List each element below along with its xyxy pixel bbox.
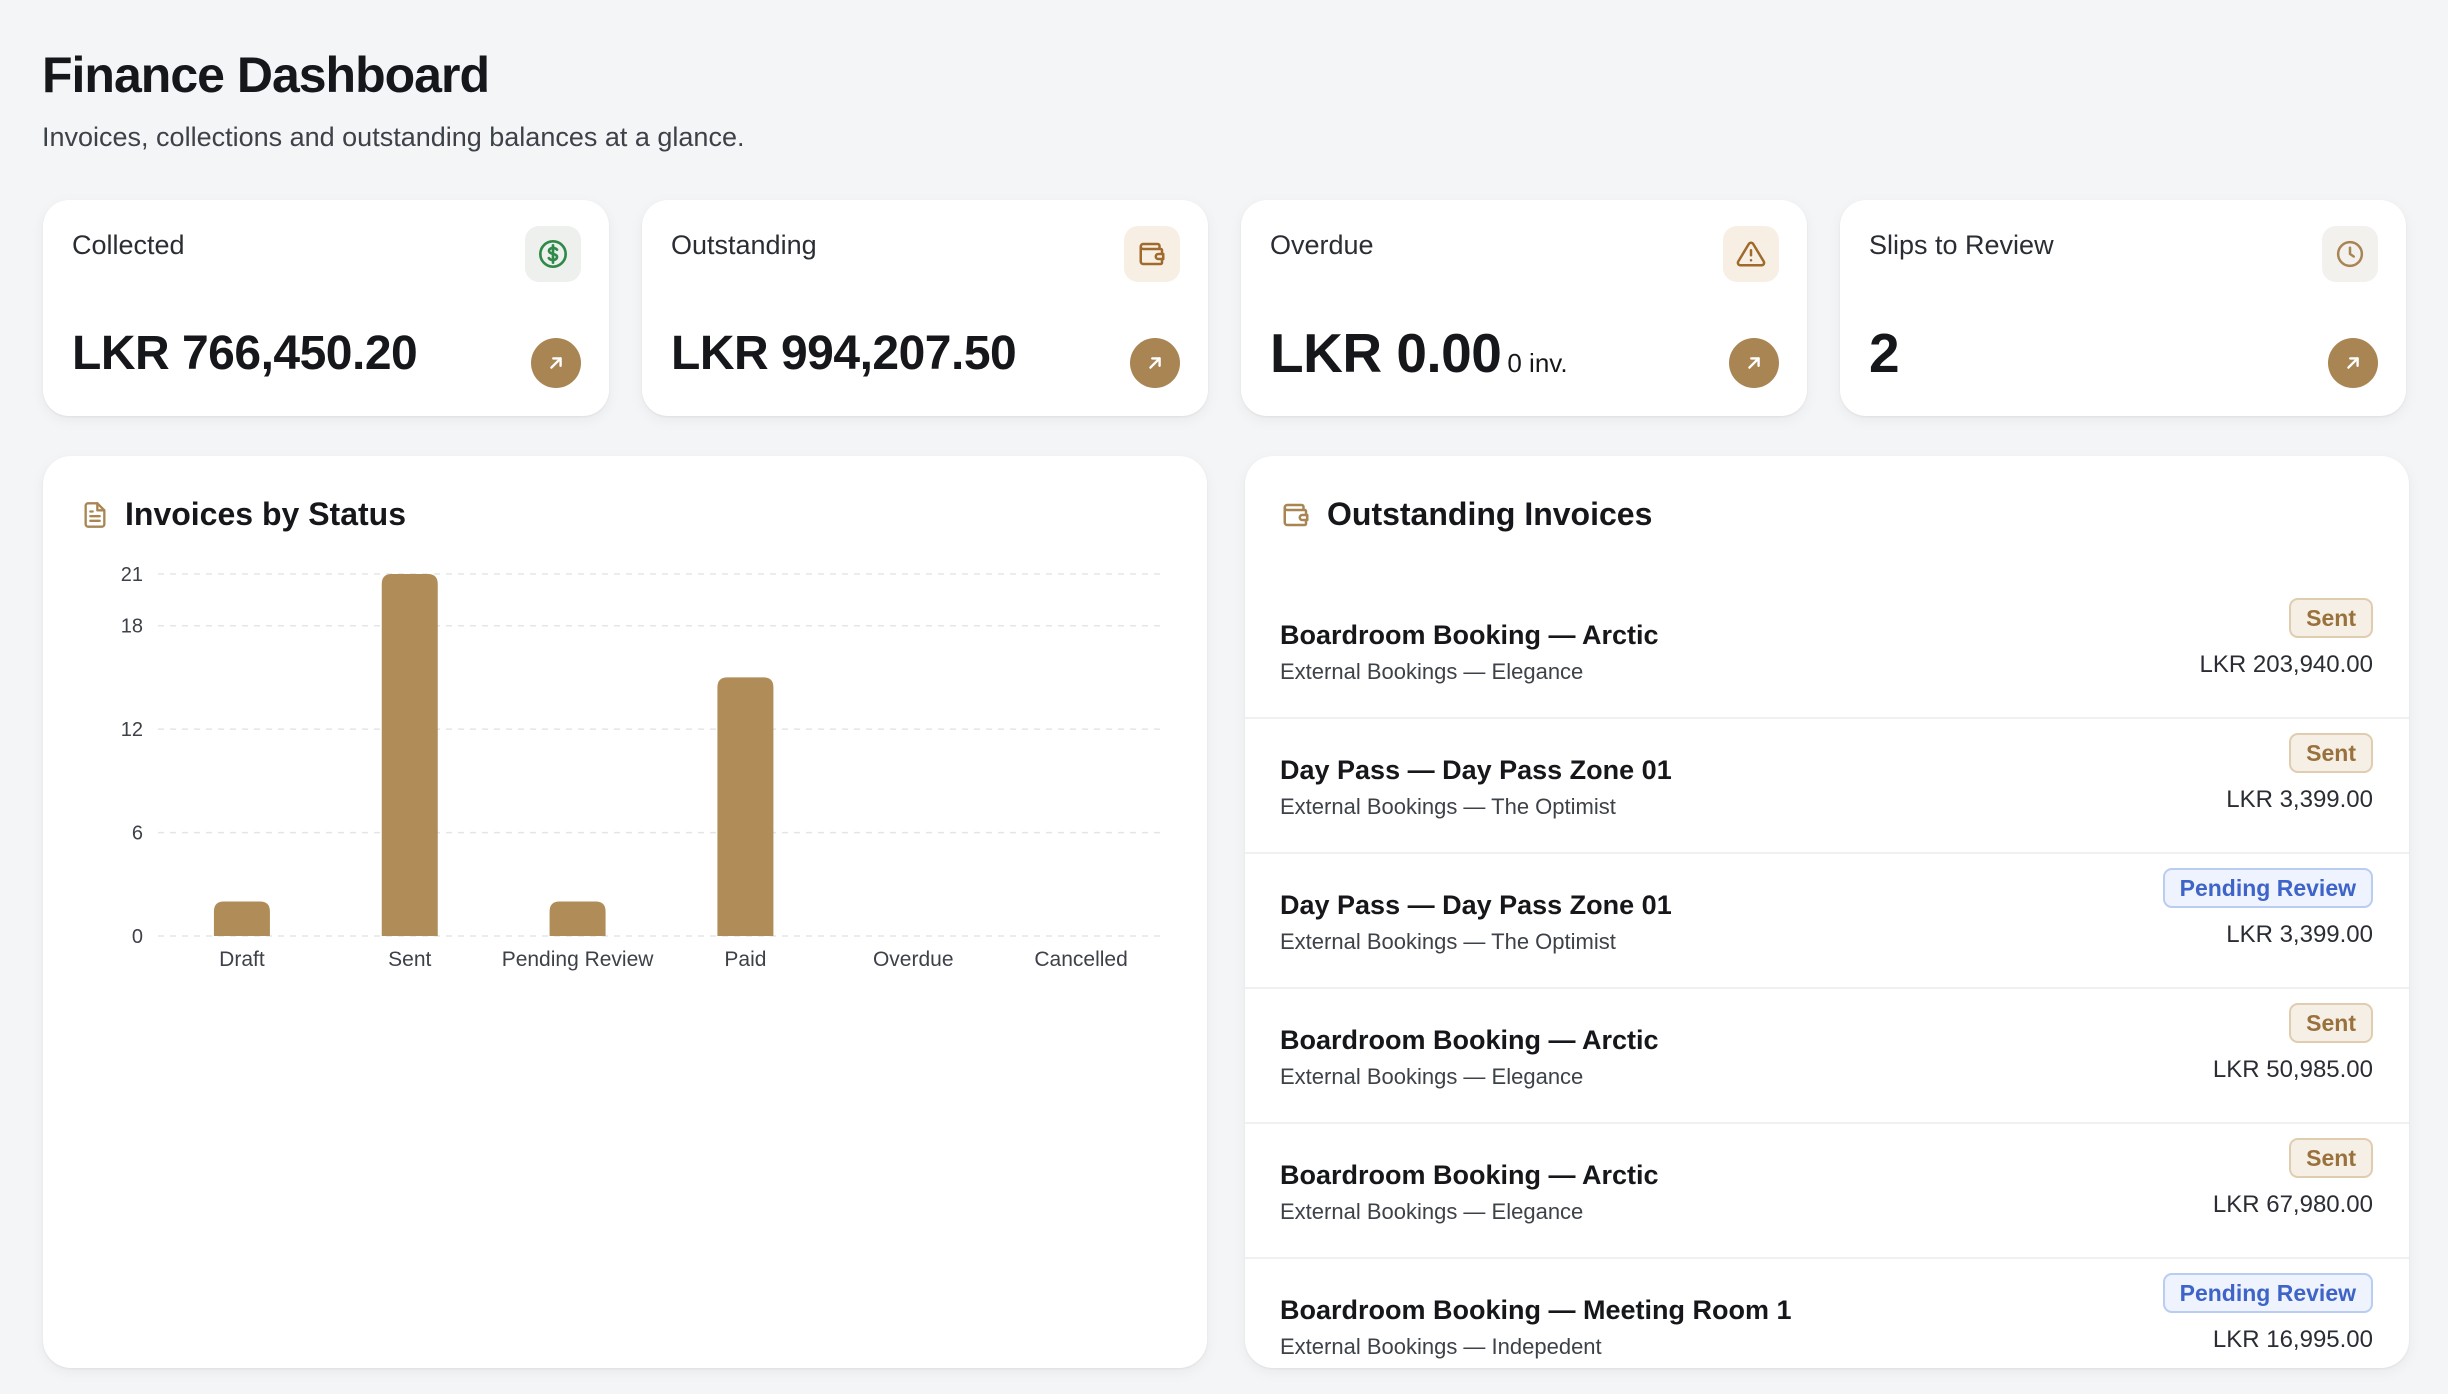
invoice-amount: LKR 67,980.00: [2212, 1191, 2373, 1218]
stat-label: Overdue: [1270, 230, 1374, 260]
invoice-name: Boardroom Booking — Meeting Room 1: [1280, 1295, 1792, 1325]
bar-paid[interactable]: [717, 677, 774, 936]
x-category-label: Overdue: [873, 948, 954, 971]
invoice-name: Day Pass — Day Pass Zone 01: [1280, 755, 1672, 785]
stat-value: LKR 994,207.50: [671, 327, 1017, 380]
invoice-name: Day Pass — Day Pass Zone 01: [1280, 890, 1672, 920]
y-tick-label: 21: [121, 564, 143, 586]
stat-label: Collected: [72, 230, 185, 260]
invoices-by-status-panel: Invoices by Status 0 6 12 18 21 Draft Sent Pend…: [43, 456, 1207, 1368]
stat-card-slips-to-review: Slips to Review 2: [1840, 200, 2406, 416]
x-category-label: Pending Review: [502, 948, 655, 971]
status-badge: Sent: [2289, 598, 2373, 638]
invoice-row[interactable]: Day Pass — Day Pass Zone 01 External Book…: [1245, 719, 2409, 854]
invoice-name: Boardroom Booking — Arctic: [1280, 620, 1659, 650]
document-icon: [81, 500, 109, 530]
stat-label: Slips to Review: [1869, 230, 2054, 260]
open-overdue-button[interactable]: [1729, 338, 1779, 388]
invoice-amount: LKR 3,399.00: [2226, 786, 2373, 813]
invoice-subtitle: External Bookings — Elegance: [1280, 1064, 1584, 1089]
x-category-label: Sent: [388, 948, 431, 971]
invoice-amount: LKR 50,985.00: [2212, 1056, 2373, 1083]
invoice-subtitle: External Bookings — The Optimist: [1280, 794, 1616, 819]
invoice-row[interactable]: Boardroom Booking — Arctic External Booki…: [1245, 989, 2409, 1124]
invoice-amount: LKR 3,399.00: [2226, 921, 2373, 948]
open-outstanding-button[interactable]: [1130, 338, 1180, 388]
invoice-name: Boardroom Booking — Arctic: [1280, 1025, 1659, 1055]
alert-triangle-icon: [1723, 226, 1779, 282]
stat-label: Outstanding: [671, 230, 817, 260]
status-badge: Sent: [2289, 1138, 2373, 1178]
arrow-up-right-icon: [550, 357, 562, 369]
invoice-list: Boardroom Booking — Arctic External Booki…: [1245, 584, 2409, 1368]
status-badge: Pending Review: [2162, 1273, 2373, 1313]
open-collected-button[interactable]: [531, 338, 581, 388]
invoice-subtitle: External Bookings — The Optimist: [1280, 929, 1616, 954]
stat-card-outstanding: Outstanding LKR 994,207.50: [642, 200, 1208, 416]
invoices-by-status-chart: 0 6 12 18 21 Draft Sent Pending Review Paid Overd…: [121, 564, 1165, 971]
y-tick-label: 0: [132, 926, 143, 948]
invoice-row[interactable]: Boardroom Booking — Meeting Room 1 Extern…: [1245, 1259, 2409, 1368]
status-badge: Sent: [2289, 733, 2373, 773]
outstanding-invoices-panel: Outstanding Invoices Boardroom Booking —…: [1245, 456, 2409, 1368]
invoice-row[interactable]: Boardroom Booking — Arctic External Booki…: [1245, 584, 2409, 719]
bar-draft[interactable]: [213, 901, 270, 936]
stat-value: LKR 766,450.20: [72, 327, 418, 380]
invoice-name: Boardroom Booking — Arctic: [1280, 1160, 1659, 1190]
status-badge: Sent: [2289, 1003, 2373, 1043]
bar-pending-review[interactable]: [549, 901, 606, 936]
x-category-label: Draft: [219, 948, 265, 971]
wallet-icon: [1281, 500, 1311, 530]
bar-sent[interactable]: [381, 574, 438, 936]
y-tick-label: 18: [121, 616, 143, 638]
dollar-circle-icon: [525, 226, 581, 282]
arrow-up-right-icon: [1149, 357, 1161, 369]
invoice-subtitle: External Bookings — Elegance: [1280, 1199, 1584, 1224]
invoices-title: Outstanding Invoices: [1327, 496, 1653, 532]
page-subtitle: Invoices, collections and outstanding ba…: [42, 122, 745, 152]
chart-title: Invoices by Status: [125, 496, 406, 532]
page-title: Finance Dashboard: [42, 47, 490, 103]
stat-suffix: 0 inv.: [1507, 348, 1568, 378]
arrow-up-right-icon: [1748, 357, 1760, 369]
status-badge: Pending Review: [2162, 868, 2373, 908]
panel-title: Outstanding Invoices: [1281, 496, 1652, 533]
y-tick-label: 12: [121, 719, 143, 741]
invoice-amount: LKR 203,940.00: [2199, 651, 2373, 678]
x-category-label: Cancelled: [1034, 948, 1127, 971]
x-category-label: Paid: [724, 948, 766, 971]
invoice-amount: LKR 16,995.00: [2212, 1326, 2373, 1353]
stat-value: LKR 0.00 0 inv.: [1270, 322, 1568, 384]
stat-value: 2: [1869, 322, 1900, 384]
clock-icon: [2322, 226, 2378, 282]
panel-title: Invoices by Status: [81, 496, 406, 533]
invoice-subtitle: External Bookings — Elegance: [1280, 659, 1584, 684]
invoice-subtitle: External Bookings — Indepedent: [1280, 1334, 1602, 1359]
invoice-row[interactable]: Boardroom Booking — Arctic External Booki…: [1245, 1124, 2409, 1259]
stat-card-collected: Collected LKR 766,450.20: [43, 200, 609, 416]
invoice-row[interactable]: Day Pass — Day Pass Zone 01 External Book…: [1245, 854, 2409, 989]
arrow-up-right-icon: [2347, 357, 2359, 369]
wallet-icon: [1124, 226, 1180, 282]
stat-card-overdue: Overdue LKR 0.00 0 inv.: [1241, 200, 1807, 416]
open-slips-button[interactable]: [2328, 338, 2378, 388]
y-tick-label: 6: [132, 823, 143, 845]
